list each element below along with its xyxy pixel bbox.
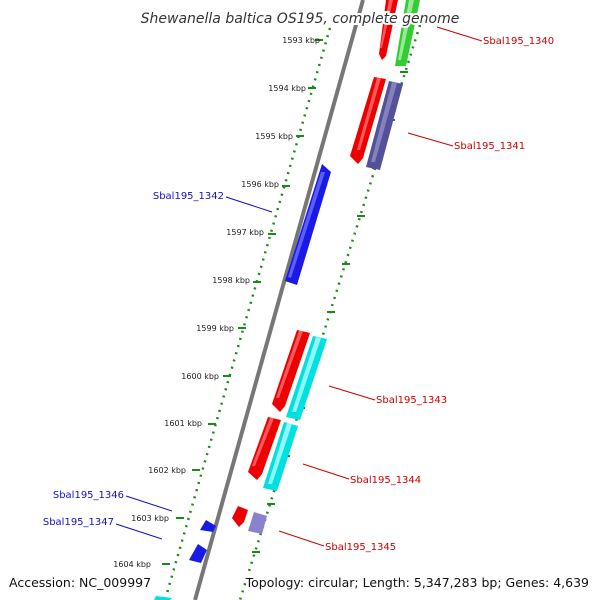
tick-label-1593: 1593 kbp bbox=[282, 36, 320, 45]
tick-label-1604: 1604 kbp bbox=[113, 560, 151, 569]
gene-labels: Sbal195_1340 Sbal195_1341 Sbal195_1342 S… bbox=[43, 36, 554, 553]
gene-label-sbal195-1346[interactable]: Sbal195_1346 bbox=[53, 490, 124, 501]
callout-line-1346 bbox=[125, 495, 173, 512]
gene-label-sbal195-1347[interactable]: Sbal195_1347 bbox=[43, 517, 114, 528]
cds-sbal195-1347[interactable] bbox=[189, 544, 207, 563]
tick-label-1601: 1601 kbp bbox=[164, 419, 202, 428]
accession-text: Accession: NC_009997 bbox=[9, 575, 151, 590]
feature-purple-small[interactable] bbox=[248, 512, 267, 534]
feature-highlight bbox=[398, 0, 414, 60]
gene-label-sbal195-1343[interactable]: Sbal195_1343 bbox=[376, 395, 447, 406]
callout-line-1347 bbox=[115, 523, 163, 540]
callout-line-1345 bbox=[278, 530, 325, 547]
cds-sbal195-1345[interactable] bbox=[232, 506, 248, 527]
feature-highlight bbox=[292, 337, 321, 412]
backbone bbox=[193, 0, 365, 600]
gene-label-sbal195-1345[interactable]: Sbal195_1345 bbox=[325, 542, 396, 553]
cds-sbal195-1344[interactable] bbox=[248, 417, 281, 480]
tick-track-left bbox=[163, 27, 332, 600]
tick-label-1599: 1599 kbp bbox=[196, 324, 234, 333]
tick-label-1602: 1602 kbp bbox=[148, 466, 186, 475]
tick-label-1595: 1595 kbp bbox=[255, 132, 293, 141]
backbone-line bbox=[193, 0, 365, 600]
gene-label-sbal195-1342[interactable]: Sbal195_1342 bbox=[153, 191, 224, 202]
feature-highlight bbox=[268, 423, 292, 484]
cds-highlight bbox=[276, 331, 303, 398]
callout-line-1343 bbox=[328, 385, 376, 401]
feature-cyan-bottom bbox=[154, 596, 172, 600]
callout-lines bbox=[115, 26, 483, 547]
cds-sbal195-1343[interactable] bbox=[272, 330, 310, 412]
tick-track-left-line bbox=[163, 27, 332, 600]
gene-label-sbal195-1340[interactable]: Sbal195_1340 bbox=[483, 36, 554, 47]
callout-line-1340 bbox=[436, 26, 483, 42]
tick-label-1597: 1597 kbp bbox=[226, 228, 264, 237]
cds-sbal195-1340[interactable] bbox=[379, 0, 398, 60]
cds-highlight bbox=[380, 0, 393, 48]
kbp-ticks: 1593 kbp 1594 kbp 1595 kbp 1596 kbp 1597… bbox=[113, 36, 323, 569]
cds-sbal195-1346[interactable] bbox=[200, 520, 216, 532]
tick-label-1598: 1598 kbp bbox=[212, 276, 250, 285]
features bbox=[154, 0, 420, 600]
tick-label-1600: 1600 kbp bbox=[181, 372, 219, 381]
tick-label-1603: 1603 kbp bbox=[131, 514, 169, 523]
gene-label-sbal195-1344[interactable]: Sbal195_1344 bbox=[350, 475, 421, 486]
cds-highlight bbox=[288, 172, 325, 278]
callout-line-1344 bbox=[302, 463, 350, 480]
cds-highlight bbox=[357, 78, 381, 150]
tick-label-1594: 1594 kbp bbox=[268, 84, 306, 93]
map-title: Shewanella baltica OS195, complete genom… bbox=[141, 11, 460, 27]
gene-label-sbal195-1341[interactable]: Sbal195_1341 bbox=[454, 141, 525, 152]
cds-highlight bbox=[252, 418, 274, 466]
callout-line-1342 bbox=[225, 196, 273, 213]
callout-line-1341 bbox=[407, 132, 454, 147]
tick-label-1596: 1596 kbp bbox=[241, 180, 279, 189]
topology-summary: Topology: circular; Length: 5,347,283 bp… bbox=[245, 575, 589, 590]
feature-highlight bbox=[371, 82, 397, 162]
